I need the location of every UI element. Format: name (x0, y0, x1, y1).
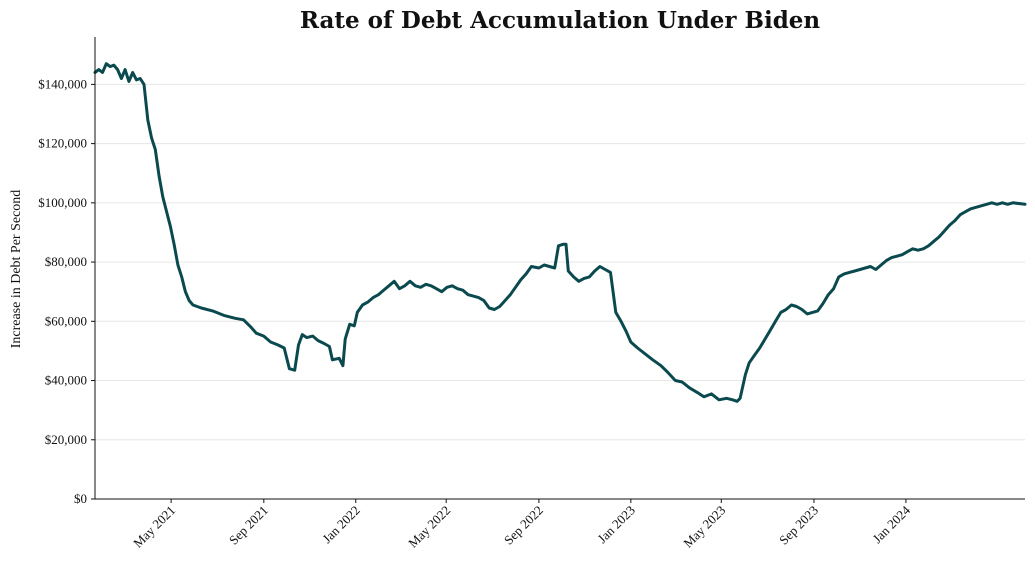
x-ticks: May 2021 Sep 2021 Jan 2022 May 2022 Sep 2022… (130, 499, 913, 551)
x-tick-label: Sep 2021 (226, 503, 271, 548)
y-tick-label: $0 (74, 491, 87, 506)
y-tick-label: $100,000 (38, 195, 87, 210)
y-ticks: $0 $20,000 $40,000 $60,000 $80,000 $100,000 $1… (38, 76, 95, 506)
x-tick-label: May 2021 (130, 503, 178, 551)
axes (94, 37, 1025, 500)
y-axis-label: Increase in Debt Per Second (9, 190, 24, 349)
grid-lines (95, 83, 1025, 441)
x-tick-label: May 2023 (680, 503, 728, 551)
chart-title: Rate of Debt Accumulation Under Biden (300, 7, 821, 34)
x-tick-label: May 2022 (405, 503, 453, 551)
y-tick-label: $140,000 (38, 76, 87, 91)
x-tick-label: Sep 2022 (501, 503, 546, 548)
y-tick-label: $20,000 (45, 432, 87, 447)
x-tick-label: Sep 2023 (776, 503, 821, 548)
x-tick-label: Jan 2024 (869, 502, 913, 546)
x-tick-label: Jan 2022 (319, 503, 363, 547)
x-tick-label: Jan 2023 (594, 503, 638, 547)
series-line-0 (93, 62, 1027, 403)
y-tick-label: $40,000 (45, 373, 87, 388)
y-tick-label: $60,000 (45, 313, 87, 328)
series-layer (93, 62, 1027, 403)
y-tick-label: $120,000 (38, 136, 87, 151)
y-tick-label: $80,000 (45, 254, 87, 269)
